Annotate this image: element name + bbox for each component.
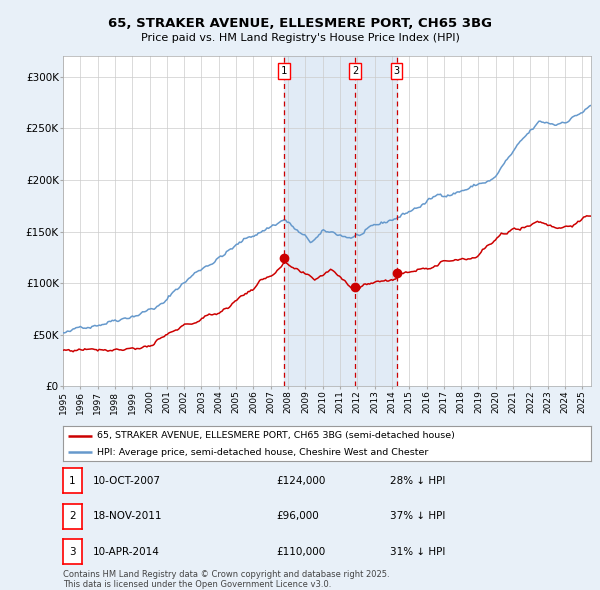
Text: 37% ↓ HPI: 37% ↓ HPI [390,512,445,521]
Text: HPI: Average price, semi-detached house, Cheshire West and Chester: HPI: Average price, semi-detached house,… [97,448,428,457]
Text: £110,000: £110,000 [276,547,325,556]
Text: Contains HM Land Registry data © Crown copyright and database right 2025.: Contains HM Land Registry data © Crown c… [63,570,389,579]
Text: Price paid vs. HM Land Registry's House Price Index (HPI): Price paid vs. HM Land Registry's House … [140,34,460,43]
Text: 31% ↓ HPI: 31% ↓ HPI [390,547,445,556]
Text: 2: 2 [69,512,76,521]
Text: 1: 1 [281,66,287,76]
Text: 18-NOV-2011: 18-NOV-2011 [93,512,163,521]
Text: 3: 3 [69,547,76,556]
Text: 65, STRAKER AVENUE, ELLESMERE PORT, CH65 3BG: 65, STRAKER AVENUE, ELLESMERE PORT, CH65… [108,17,492,30]
Text: 10-OCT-2007: 10-OCT-2007 [93,476,161,486]
Text: 28% ↓ HPI: 28% ↓ HPI [390,476,445,486]
Text: £124,000: £124,000 [276,476,325,486]
Text: 3: 3 [394,66,400,76]
Text: This data is licensed under the Open Government Licence v3.0.: This data is licensed under the Open Gov… [63,579,331,589]
Text: £96,000: £96,000 [276,512,319,521]
Text: 2: 2 [352,66,358,76]
Text: 65, STRAKER AVENUE, ELLESMERE PORT, CH65 3BG (semi-detached house): 65, STRAKER AVENUE, ELLESMERE PORT, CH65… [97,431,455,440]
Text: 10-APR-2014: 10-APR-2014 [93,547,160,556]
Text: 1: 1 [69,476,76,486]
Bar [284,56,397,386]
